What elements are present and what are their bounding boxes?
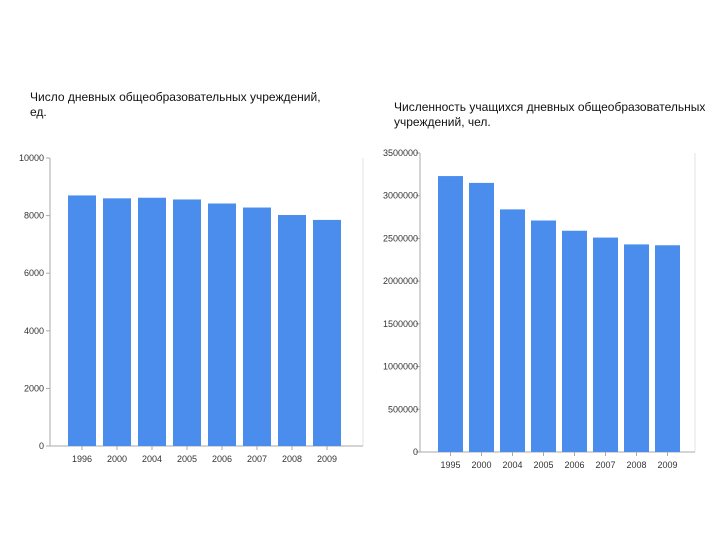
chart-1-x-tick-label: 1996 [72, 454, 92, 464]
chart-1-bar [103, 198, 131, 446]
chart-1-x-tick-label: 2004 [142, 454, 162, 464]
chart-2-y-tick-label: 3500000 [383, 148, 418, 158]
chart-2-x-tick-label: 2004 [502, 460, 522, 470]
chart-1-y-tick-label: 4000 [24, 326, 44, 336]
chart-2-bar [500, 209, 525, 452]
chart-2-title-line-2: учреждений, чел. [394, 115, 491, 129]
chart-1-bar [138, 197, 166, 446]
chart-1-x-tick-label: 2005 [177, 454, 197, 464]
chart-2-y-tick-label: 2000000 [383, 276, 418, 286]
chart-1-y-tick-label: 8000 [24, 211, 44, 221]
chart-2-x-tick-label: 2007 [595, 460, 615, 470]
chart-1-title: Число дневных общеобразовательных учрежд… [30, 90, 370, 120]
chart-2-x-tick-label: 2008 [626, 460, 646, 470]
chart-1-title-line-2: ед. [30, 105, 47, 119]
chart-2-y-tick-label: 0 [413, 447, 418, 457]
chart-2-bar [593, 237, 618, 452]
chart-2-y-tick-label: 500000 [388, 404, 418, 414]
chart-1-y-tick-label: 6000 [24, 268, 44, 278]
chart-2-x-tick-label: 2009 [657, 460, 677, 470]
chart-1-bar [278, 215, 306, 446]
chart-2-x-tick-label: 2006 [564, 460, 584, 470]
chart-2-bar [655, 245, 680, 452]
chart-1-x-tick-label: 2007 [247, 454, 267, 464]
chart-2-bar [624, 244, 649, 452]
chart-2-title-line-1: Численность учащихся дневных общеобразов… [394, 100, 706, 114]
chart-2-bar [562, 230, 587, 452]
chart-2-bar [469, 182, 494, 452]
chart-2-title: Численность учащихся дневных общеобразов… [394, 100, 720, 130]
chart-2-x-tick-label: 1995 [440, 460, 460, 470]
chart-1-x-tick-label: 2000 [107, 454, 127, 464]
chart-1-y-tick-label: 0 [39, 441, 44, 451]
chart-2-y-tick-label: 2500000 [383, 233, 418, 243]
chart-2-bar [438, 176, 463, 452]
chart-2-x-tick-label: 2005 [533, 460, 553, 470]
chart-1-x-tick-label: 2009 [317, 454, 337, 464]
chart-2-x-tick-label: 2000 [471, 460, 491, 470]
chart-1-bar [313, 219, 341, 446]
chart-1-x-tick-label: 2008 [282, 454, 302, 464]
chart-1-y-tick-label: 2000 [24, 383, 44, 393]
chart-1-bar [68, 195, 96, 446]
chart-1-bar [208, 203, 236, 446]
chart-2-y-tick-label: 3000000 [383, 191, 418, 201]
chart-1-x-tick-label: 2006 [212, 454, 232, 464]
chart-1-title-line-1: Число дневных общеобразовательных учрежд… [30, 90, 321, 104]
chart-2-y-tick-label: 1000000 [383, 362, 418, 372]
chart-2-y-tick-label: 1500000 [383, 319, 418, 329]
chart-1-bar [243, 207, 271, 446]
chart-1-y-tick-label: 10000 [19, 153, 44, 163]
chart-1-bar [173, 199, 201, 446]
chart-2-bar [531, 220, 556, 452]
